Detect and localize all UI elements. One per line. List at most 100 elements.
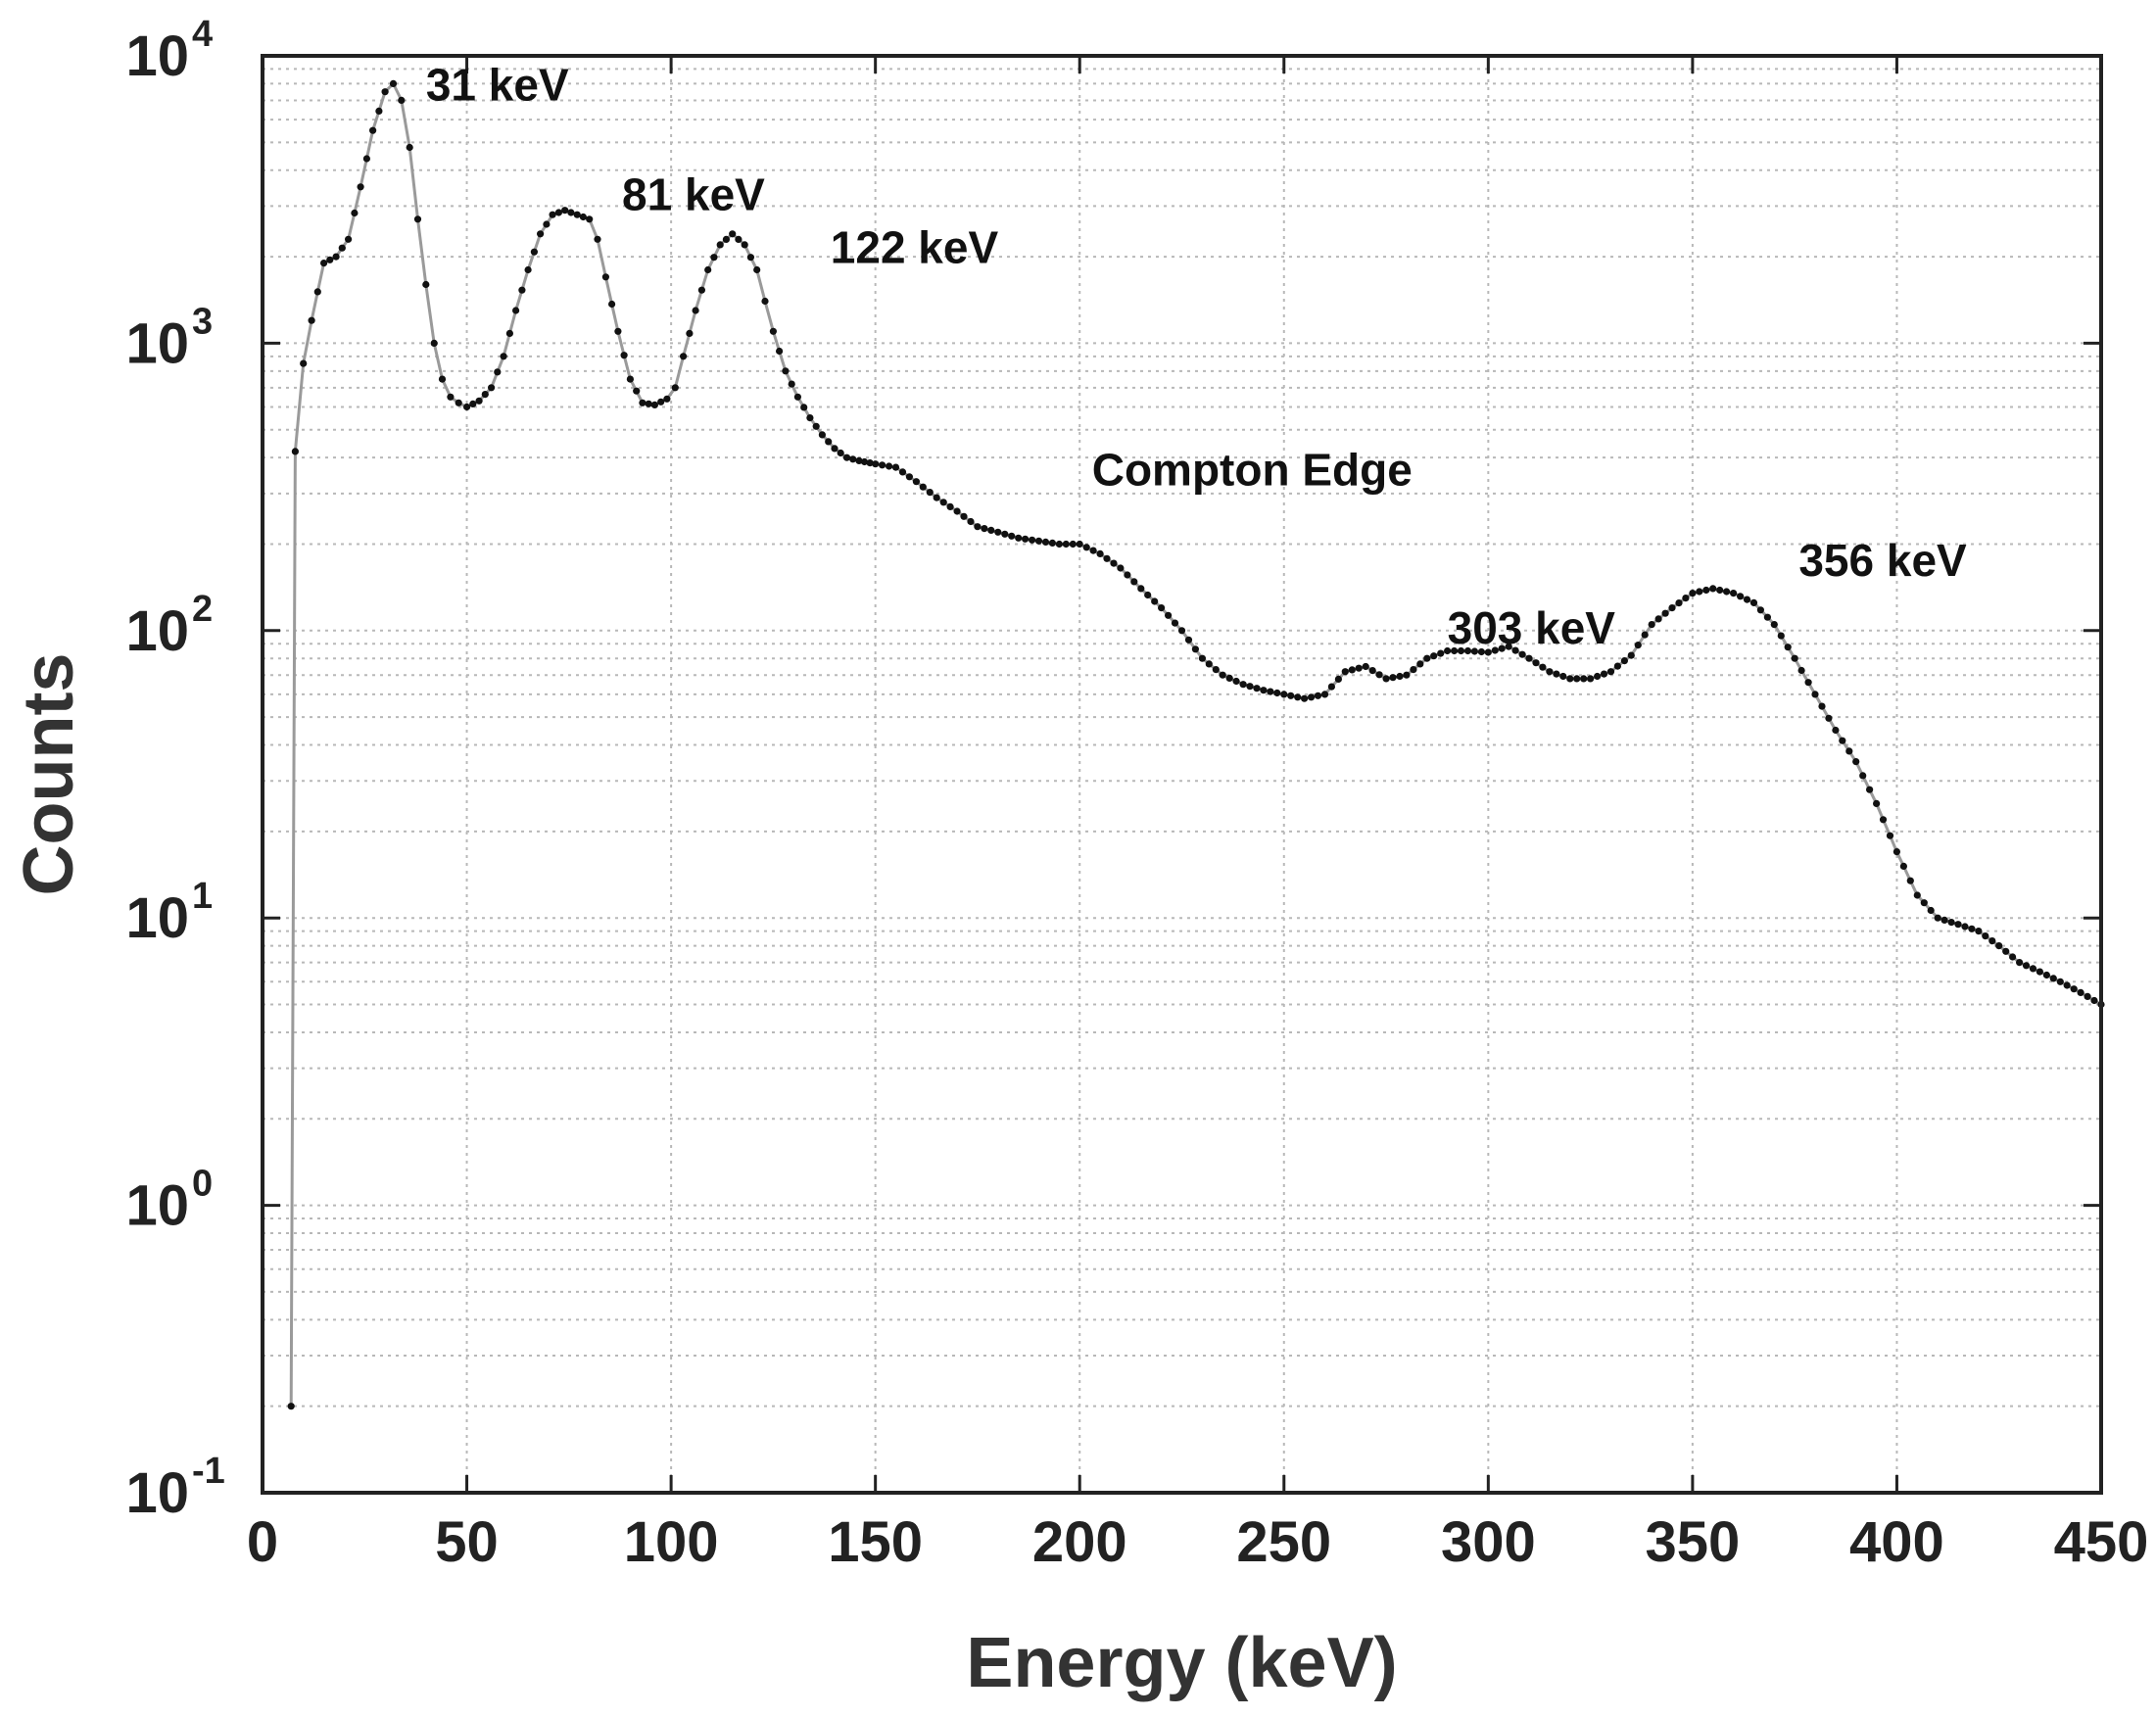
data-point: [1580, 675, 1588, 683]
data-point: [1124, 571, 1131, 579]
data-point: [579, 213, 588, 221]
x-tick-label: 450: [2054, 1510, 2149, 1574]
data-point: [1954, 921, 1962, 929]
data-point: [1191, 645, 1199, 653]
x-tick-label: 350: [1645, 1510, 1740, 1574]
data-point: [800, 404, 808, 411]
data-point: [500, 353, 507, 360]
data-point: [1158, 604, 1166, 612]
data-point: [842, 453, 851, 461]
data-point: [455, 399, 462, 406]
data-point: [1770, 621, 1778, 629]
data-point: [1048, 539, 1056, 548]
data-point: [1327, 683, 1335, 691]
data-point: [1308, 693, 1316, 701]
data-point: [1682, 595, 1690, 602]
data-point: [287, 1403, 295, 1410]
data-point: [2077, 988, 2084, 997]
data-point: [1498, 644, 1506, 652]
data-point: [1130, 578, 1138, 586]
x-tick-label: 150: [828, 1510, 923, 1574]
data-point: [1463, 646, 1472, 655]
data-point: [872, 460, 880, 468]
data-point: [1866, 786, 1874, 793]
x-tick-label: 200: [1032, 1510, 1127, 1574]
data-point: [1171, 619, 1179, 627]
data-point: [953, 507, 961, 515]
data-point: [761, 297, 769, 306]
data-point: [1613, 662, 1621, 670]
data-point: [362, 155, 370, 163]
data-point: [554, 209, 563, 216]
data-point: [291, 448, 299, 455]
data-point: [1606, 668, 1615, 676]
data-point: [1886, 832, 1894, 839]
data-point: [1661, 609, 1669, 617]
data-point: [1260, 687, 1268, 694]
y-tick-label: 10: [125, 24, 189, 88]
data-point: [1832, 726, 1840, 735]
plot-frame: [261, 54, 2103, 1495]
data-point: [697, 286, 706, 294]
data-point: [1756, 606, 1764, 614]
data-point: [680, 353, 688, 360]
data-point: [1818, 702, 1826, 710]
data-point: [1055, 540, 1063, 549]
data-point: [1913, 891, 1921, 899]
data-point: [505, 329, 514, 337]
data-point: [375, 107, 383, 115]
data-point: [1430, 652, 1438, 660]
data-point: [987, 526, 995, 535]
data-point: [1001, 530, 1009, 538]
data-point: [512, 307, 520, 314]
data-point: [1743, 596, 1751, 603]
data-point: [1559, 672, 1567, 681]
data-point: [735, 235, 743, 243]
data-point: [1995, 942, 2003, 950]
data-point: [1892, 848, 1900, 856]
data-point: [1389, 674, 1397, 682]
data-point: [2056, 978, 2064, 985]
minor-grid: [263, 68, 2101, 1408]
data-point: [549, 211, 556, 218]
data-point: [1940, 916, 1948, 925]
data-point: [788, 380, 795, 388]
data-point: [933, 494, 940, 501]
y-tick-label: 10: [125, 886, 189, 950]
data-point: [710, 254, 718, 262]
data-point: [1553, 670, 1560, 678]
data-point: [1410, 666, 1417, 674]
data-point: [891, 463, 900, 471]
data-point: [886, 462, 893, 470]
data-point: [1294, 693, 1302, 701]
data-point: [1484, 648, 1492, 656]
data-point: [1089, 547, 1097, 554]
data-point: [524, 265, 532, 274]
data-point: [1368, 667, 1376, 675]
annotation-label: 122 keV: [831, 222, 999, 273]
y-tick-exponent: 1: [192, 876, 213, 917]
data-point: [469, 400, 477, 407]
data-point: [1267, 688, 1274, 695]
y-tick-label: 10: [125, 599, 189, 663]
data-point: [650, 401, 659, 408]
tick-marks: [261, 54, 2103, 1495]
data-point: [1539, 663, 1547, 671]
data-point: [939, 499, 947, 506]
data-point: [729, 230, 737, 238]
data-point: [2029, 965, 2037, 973]
data-point: [671, 384, 679, 392]
data-point: [614, 327, 622, 335]
data-point: [1008, 532, 1016, 540]
data-point: [1709, 585, 1717, 593]
data-point: [1219, 671, 1226, 679]
data-point: [1668, 604, 1676, 612]
data-point: [1654, 615, 1662, 623]
data-point: [1062, 540, 1070, 549]
y-tick-exponent: 4: [192, 14, 213, 55]
data-point: [389, 79, 398, 87]
data-point: [1988, 937, 1996, 945]
x-tick-label: 400: [1849, 1510, 1944, 1574]
data-point: [1859, 772, 1867, 780]
data-point: [313, 288, 321, 296]
